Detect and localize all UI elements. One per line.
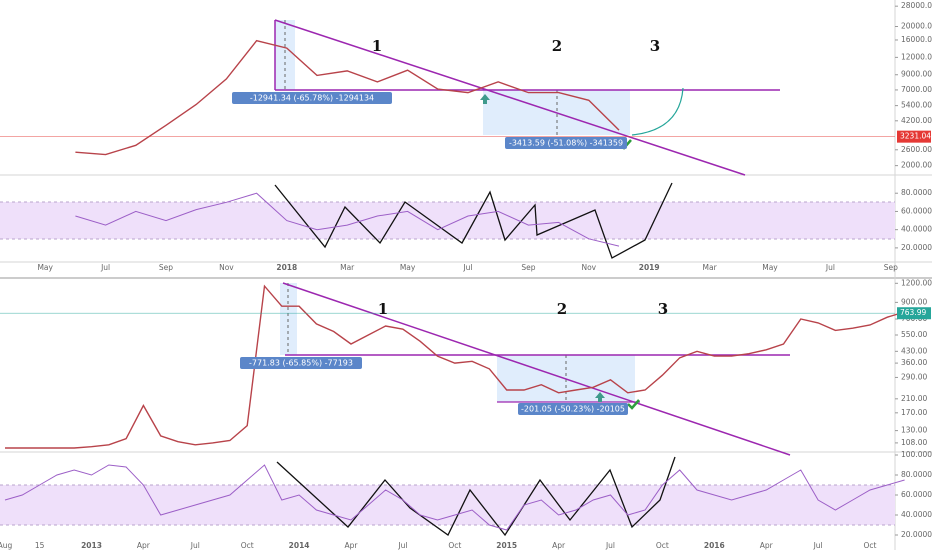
projection-arc (631, 87, 684, 136)
rsi-line (75, 192, 620, 247)
y-tick-label: 28000.00 (901, 1, 932, 10)
measure-label: -771.83 (-65.85%) -77193 (249, 359, 353, 368)
rsi-tick-label: 80.0000 (901, 188, 932, 197)
y-tick-label: 210.00 (901, 394, 927, 403)
x-tick-label: 2014 (289, 541, 310, 550)
rsi-band (0, 202, 895, 239)
x-tick-label: Oct (448, 541, 461, 550)
y-tick-label: 108.00 (901, 438, 927, 447)
wave-number: 2 (557, 300, 567, 318)
x-tick-label: May (762, 263, 778, 272)
wave-number: 1 (378, 300, 388, 318)
x-tick-label: 2016 (704, 541, 725, 550)
rsi-tick-label: 40.0000 (901, 510, 932, 519)
measure-label-box (505, 137, 627, 149)
x-tick-label: Mar (703, 263, 718, 272)
measure-label: -3413.59 (-51.08%) -341359 (509, 139, 623, 148)
rsi-tick-label: 40.0000 (901, 225, 932, 234)
wave-number: 3 (658, 300, 668, 318)
y-tick-label: 360.00 (901, 358, 927, 367)
x-tick-label: 2013 (81, 541, 102, 550)
rsi-tick-label: 100.0000 (901, 450, 932, 459)
y-tick-label: 430.00 (901, 346, 927, 355)
last-price-label: 3231.04 (900, 132, 931, 141)
y-tick-label: 170.00 (901, 408, 927, 417)
rsi-tick-label: 60.0000 (901, 490, 932, 499)
y-tick-label: 7000.00 (901, 85, 932, 94)
x-tick-label: Sep (521, 263, 535, 272)
x-tick-label: Apr (760, 541, 774, 550)
rsi-zigzag (276, 456, 676, 537)
x-tick-label: Sep (159, 263, 173, 272)
price-line (75, 39, 620, 156)
x-tick-label: Jul (190, 541, 200, 550)
rsi-tick-label: 60.0000 (901, 206, 932, 215)
x-tick-label: Jul (813, 541, 823, 550)
x-tick-label: Jul (605, 541, 615, 550)
x-tick-label: Apr (345, 541, 359, 550)
x-tick-label: Jul (462, 263, 472, 272)
x-tick-label: 15 (35, 541, 45, 550)
y-tick-label: 1200.00 (901, 278, 932, 287)
x-tick-label: 2019 (639, 263, 660, 272)
rsi-line (4, 464, 905, 531)
x-tick-label: Oct (656, 541, 669, 550)
rsi-band (0, 485, 895, 525)
y-tick-label: 9000.00 (901, 70, 932, 79)
y-tick-label: 16000.00 (901, 35, 932, 44)
x-tick-label: Nov (219, 263, 234, 272)
y-tick-label: 12000.00 (901, 52, 932, 61)
last-price-box (897, 130, 931, 143)
x-tick-label: Nov (581, 263, 596, 272)
trendline (282, 282, 791, 456)
x-tick-label: Oct (241, 541, 254, 550)
x-tick-label: Jul (100, 263, 110, 272)
x-tick-label: Jul (825, 263, 835, 272)
y-tick-label: 900.00 (901, 297, 927, 306)
y-tick-label: 20000.00 (901, 22, 932, 31)
x-tick-label: Jul (397, 541, 407, 550)
price-line (5, 284, 905, 449)
y-tick-label: 4200.00 (901, 116, 932, 125)
checkmark (627, 399, 640, 410)
x-tick-label: Aug (0, 541, 13, 550)
rsi-zigzag (274, 182, 673, 259)
measure-label: -12941.34 (-65.78%) -1294134 (250, 94, 374, 103)
rsi-tick-label: 20.0000 (901, 530, 932, 539)
measure-label-box (518, 403, 628, 415)
x-tick-label: Apr (137, 541, 151, 550)
measure-box (275, 20, 295, 90)
trendline (274, 19, 746, 176)
arrow-up (480, 94, 490, 104)
y-tick-label: 5400.00 (901, 101, 932, 110)
y-tick-label: 290.00 (901, 372, 927, 381)
measure-label: -201.05 (-50.23%) -20105 (521, 405, 625, 414)
rsi-tick-label: 80.0000 (901, 470, 932, 479)
y-tick-label: 550.00 (901, 330, 927, 339)
last-price-label: 763.99 (900, 308, 926, 317)
y-tick-label: 2000.00 (901, 161, 932, 170)
rsi-tick-label: 20.0000 (901, 243, 932, 252)
wave-number: 3 (650, 37, 660, 55)
x-tick-label: May (400, 263, 416, 272)
wave-number: 2 (552, 37, 562, 55)
measure-label-box (240, 357, 362, 369)
x-tick-label: Apr (552, 541, 566, 550)
x-tick-label: Mar (340, 263, 355, 272)
x-tick-label: Oct (864, 541, 877, 550)
x-tick-label: May (37, 263, 53, 272)
x-tick-label: Sep (884, 263, 898, 272)
y-tick-label: 2600.00 (901, 145, 932, 154)
arrow-up (595, 392, 605, 402)
x-tick-label: 2015 (496, 541, 517, 550)
last-price-box (897, 307, 931, 320)
measure-label-box (232, 92, 392, 104)
x-tick-label: 2018 (276, 263, 297, 272)
y-tick-label: 130.00 (901, 426, 927, 435)
wave-number: 1 (372, 37, 382, 55)
